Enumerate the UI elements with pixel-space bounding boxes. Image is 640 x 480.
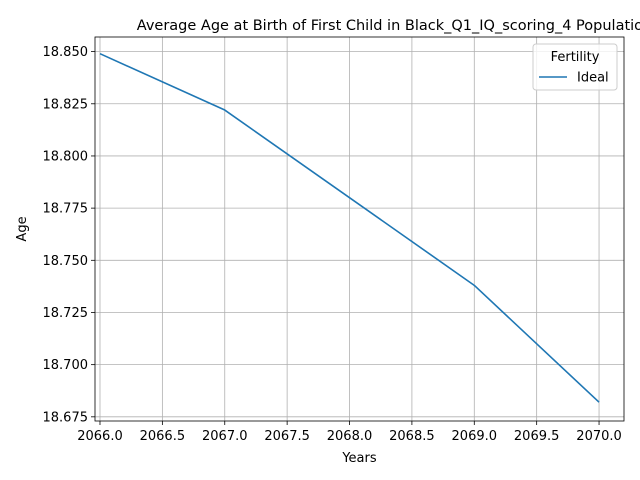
x-axis-label: Years [341, 451, 377, 466]
y-tick-label: 18.775 [43, 202, 89, 217]
series-line-1 [99, 52, 600, 403]
x-tick-label: 2068.0 [327, 429, 373, 444]
legend-items: Ideal [539, 71, 609, 86]
x-tick-label: 2069.0 [452, 429, 498, 444]
legend-title: Fertility [551, 50, 600, 65]
legend: Fertility Ideal [532, 43, 618, 91]
y-tick-label: 18.800 [43, 149, 89, 164]
series-lines [99, 52, 600, 403]
y-tick-label: 18.725 [43, 306, 89, 321]
y-tick-label: 18.850 [43, 45, 89, 60]
x-tick-label: 2069.5 [514, 429, 560, 444]
legend-label: Ideal [577, 71, 609, 86]
legend-box [532, 43, 618, 91]
y-tick-label: 18.825 [43, 97, 89, 112]
x-tick-label: 2067.5 [264, 429, 310, 444]
x-tick-label: 2067.0 [202, 429, 248, 444]
x-tick-label: 2066.0 [77, 429, 123, 444]
gridlines [95, 37, 624, 421]
axis-ticks: 2066.0 2066.5 2067.0 2067.5 2068.0 2068.5 2069… [43, 45, 622, 444]
y-tick-label: 18.750 [43, 254, 89, 269]
axes-frame [94, 36, 625, 422]
y-axis-label: Age [15, 216, 30, 241]
y-tick-label: 18.700 [43, 358, 89, 373]
x-tick-label: 2066.5 [140, 429, 186, 444]
y-tick-label: 18.675 [43, 410, 89, 425]
x-tick-label: 2070.0 [576, 429, 622, 444]
x-tick-label: 2068.5 [389, 429, 435, 444]
chart-title: Average Age at Birth of First Child in B… [137, 18, 640, 34]
